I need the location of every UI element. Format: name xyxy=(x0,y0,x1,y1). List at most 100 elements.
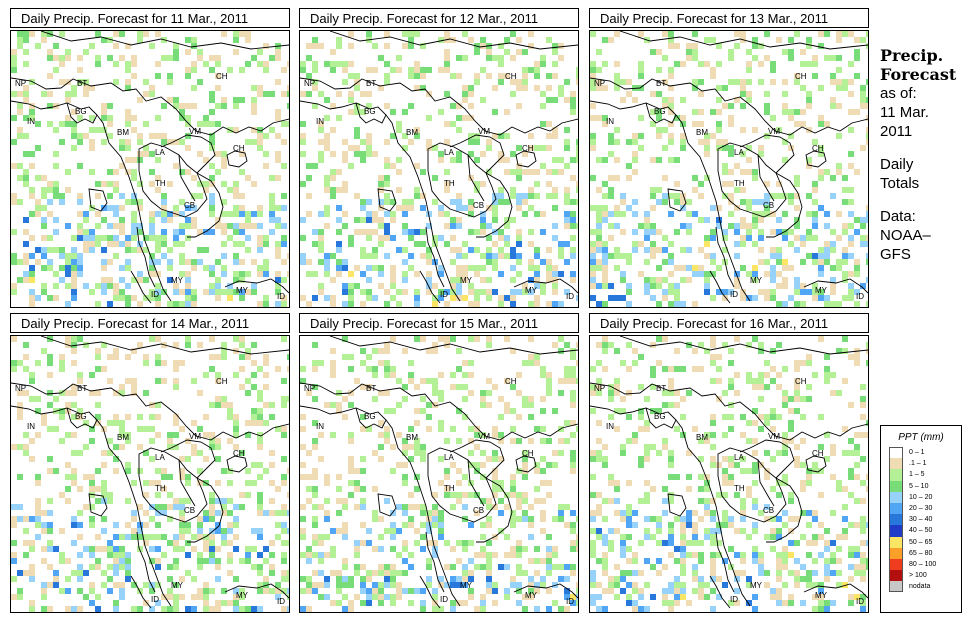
precip-cell xyxy=(402,133,408,139)
precip-cell xyxy=(866,205,868,211)
precip-cell xyxy=(245,546,251,552)
precip-cell xyxy=(692,570,698,576)
precip-cell xyxy=(854,301,860,307)
precip-cell xyxy=(818,588,824,594)
precip-cell xyxy=(570,594,576,600)
precip-cell xyxy=(498,528,504,534)
precip-cell xyxy=(806,37,812,43)
precip-cell xyxy=(149,558,155,564)
precip-cell xyxy=(662,79,668,85)
precip-cell xyxy=(674,193,680,199)
precip-cell xyxy=(239,67,245,73)
precip-cell xyxy=(564,97,570,103)
precip-cell xyxy=(185,37,191,43)
precip-cell xyxy=(576,360,578,366)
precip-cell xyxy=(149,606,155,612)
precip-cell xyxy=(782,109,788,115)
precip-cell xyxy=(149,480,155,486)
precip-cell xyxy=(360,564,366,570)
precip-cell xyxy=(245,61,251,67)
precip-cell xyxy=(155,522,161,528)
precip-cell xyxy=(794,121,800,127)
precip-cell xyxy=(257,61,263,67)
precip-cell xyxy=(251,360,257,366)
asof-label: as of: xyxy=(880,85,917,102)
precip-cell xyxy=(95,301,101,307)
precip-cell xyxy=(462,241,468,247)
precip-cell xyxy=(504,157,510,163)
precip-cell xyxy=(516,414,522,420)
precip-cell xyxy=(656,301,662,307)
precip-cell xyxy=(608,235,614,241)
precip-cell xyxy=(366,295,372,301)
precip-cell xyxy=(752,468,758,474)
precip-cell xyxy=(596,558,602,564)
precip-cell xyxy=(137,241,143,247)
precip-cell xyxy=(770,67,776,73)
precip-cell xyxy=(11,558,17,564)
precip-cell xyxy=(89,546,95,552)
country-label: IN xyxy=(606,422,614,431)
precip-cell xyxy=(95,564,101,570)
precip-cell xyxy=(41,37,47,43)
precip-cell xyxy=(330,552,336,558)
precip-cell xyxy=(692,49,698,55)
precip-cell xyxy=(47,498,53,504)
precip-cell xyxy=(143,354,149,360)
precip-cell xyxy=(558,450,564,456)
precip-cell xyxy=(402,384,408,390)
precip-cell xyxy=(510,295,516,301)
precip-cell xyxy=(29,163,35,169)
precip-cell xyxy=(414,301,420,307)
country-label: ID xyxy=(151,290,159,299)
precip-cell xyxy=(396,67,402,73)
precip-cell xyxy=(456,438,462,444)
precip-cell xyxy=(330,528,336,534)
precip-cell xyxy=(336,408,342,414)
precip-cell xyxy=(312,474,318,480)
precip-cell xyxy=(764,91,770,97)
precip-cell xyxy=(546,133,552,139)
precip-cell xyxy=(402,229,408,235)
precip-cell xyxy=(257,85,263,91)
precip-cell xyxy=(318,540,324,546)
precip-cell xyxy=(620,295,626,301)
precip-cell xyxy=(89,235,95,241)
precip-cell xyxy=(318,552,324,558)
precip-cell xyxy=(486,253,492,259)
precip-cell xyxy=(806,289,812,295)
precip-cell xyxy=(710,378,716,384)
precip-cell xyxy=(113,235,119,241)
precip-cell xyxy=(662,600,668,606)
precip-cell xyxy=(848,354,854,360)
precip-cell xyxy=(758,229,764,235)
precip-cell xyxy=(590,492,596,498)
precip-cell xyxy=(227,498,233,504)
precip-cell xyxy=(662,510,668,516)
precip-cell xyxy=(318,594,324,600)
precip-cell xyxy=(348,295,354,301)
precip-cell xyxy=(740,199,746,205)
legend-item: 1 – 5 xyxy=(889,469,961,481)
precip-cell xyxy=(312,570,318,576)
precip-cell xyxy=(710,336,716,342)
precip-cell xyxy=(179,426,185,432)
precip-cell xyxy=(710,229,716,235)
precip-cell xyxy=(161,133,167,139)
precip-cell xyxy=(498,193,504,199)
precip-cell xyxy=(263,558,269,564)
precip-cell xyxy=(17,402,23,408)
precip-cell xyxy=(197,390,203,396)
precip-cell xyxy=(692,510,698,516)
precip-cell xyxy=(522,169,528,175)
precip-cell xyxy=(336,91,342,97)
precip-cell xyxy=(179,528,185,534)
precip-cell xyxy=(794,79,800,85)
precip-cell xyxy=(552,157,558,163)
precip-cell xyxy=(504,564,510,570)
border-line xyxy=(329,31,578,50)
precip-cell xyxy=(125,43,131,49)
precip-cell xyxy=(17,504,23,510)
precip-cell xyxy=(462,582,468,588)
precip-cell xyxy=(107,115,113,121)
